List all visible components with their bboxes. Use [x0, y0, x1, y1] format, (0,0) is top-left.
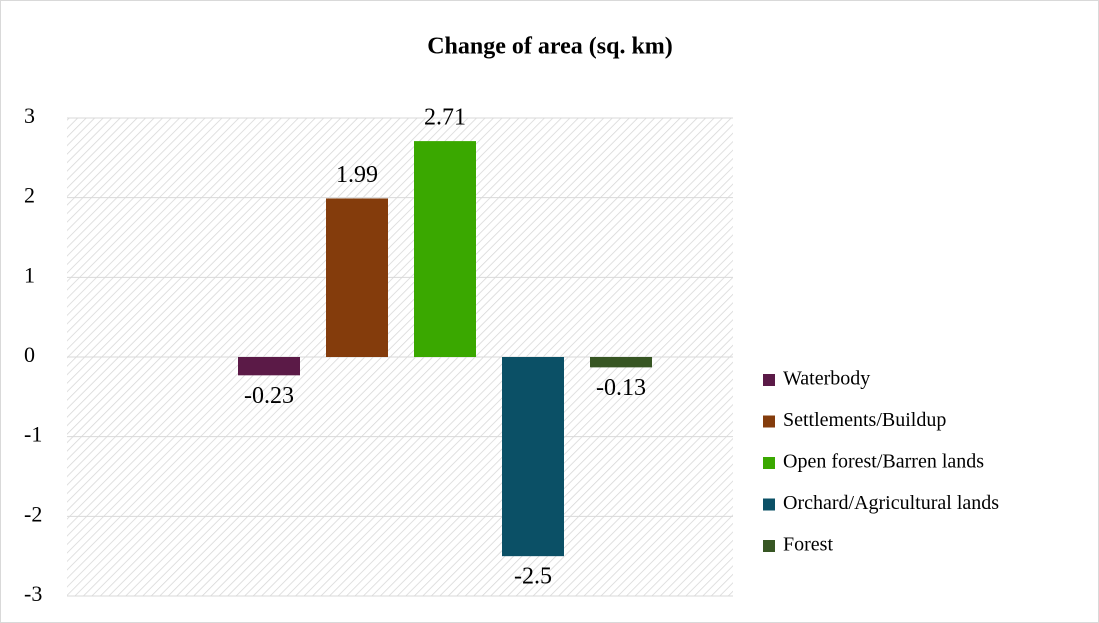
bar: [238, 357, 300, 376]
data-label: -2.5: [514, 564, 552, 590]
bar: [590, 357, 652, 368]
legend-swatch: [763, 498, 775, 511]
legend-label: Waterbody: [783, 368, 870, 390]
data-label: -0.13: [596, 375, 646, 401]
y-tick-label: -2: [24, 501, 42, 526]
bar: [414, 141, 476, 357]
y-tick-label: -3: [24, 581, 42, 606]
chart-title: Change of area (sq. km): [427, 34, 673, 60]
bar: [326, 198, 388, 357]
y-tick-label: 2: [24, 183, 35, 208]
y-tick-label: 3: [24, 103, 35, 128]
data-label: 1.99: [336, 162, 378, 188]
y-tick-label: 1: [24, 262, 35, 287]
y-tick-label: 0: [24, 342, 35, 367]
legend-label: Settlements/Buildup: [783, 409, 946, 431]
legend-swatch: [763, 457, 775, 469]
data-label: -0.23: [244, 383, 294, 409]
legend-swatch: [763, 415, 775, 428]
y-tick-label: -1: [24, 422, 42, 447]
bar: [502, 357, 564, 557]
legend-label: Forest: [783, 534, 833, 556]
legend-label: Open forest/Barren lands: [783, 451, 984, 473]
legend-swatch: [763, 540, 775, 552]
data-label: 2.71: [424, 105, 466, 131]
legend-label: Orchard/Agricultural lands: [783, 492, 999, 514]
legend-swatch: [763, 374, 775, 386]
